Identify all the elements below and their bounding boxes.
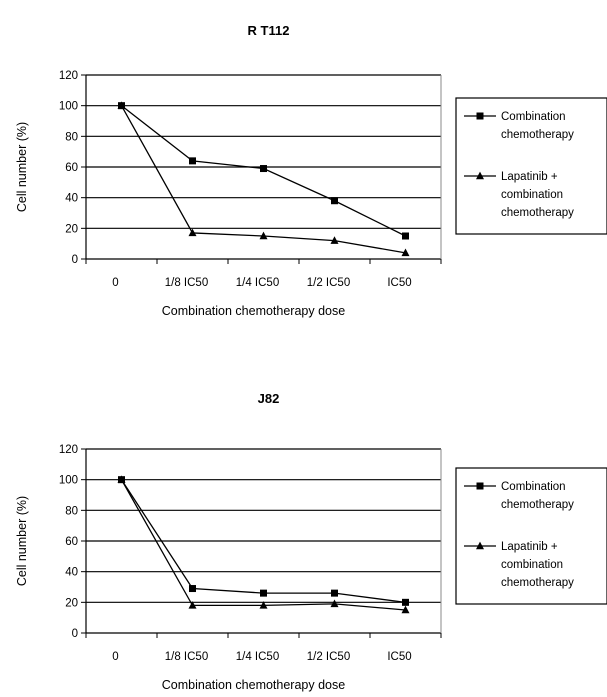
y-tick-label: 80 bbox=[65, 131, 78, 143]
y-tick-label: 100 bbox=[59, 101, 78, 113]
y-tick-label: 0 bbox=[72, 628, 78, 640]
y-tick-label: 60 bbox=[65, 162, 78, 174]
x-tick-label: 0 bbox=[112, 277, 118, 289]
data-point bbox=[259, 231, 268, 240]
legend-label: Combination chemotherapy bbox=[501, 481, 574, 511]
y-tick-label: 120 bbox=[59, 70, 78, 82]
chart-title: R T112 bbox=[248, 23, 290, 38]
y-axis-title: Cell number (%) bbox=[15, 496, 29, 586]
series-line-1 bbox=[120, 105, 406, 254]
x-tick-label: 1/4 IC50 bbox=[236, 277, 279, 289]
x-tick-label: 1/2 IC50 bbox=[307, 277, 350, 289]
legend: Combination chemotherapy Lapatinib + combin… bbox=[455, 97, 607, 235]
chart-0: R T112 0 20 40 60 80 100 120 0 1/8 IC50 1/4 IC50 1/… bbox=[15, 23, 607, 318]
y-tick-label: 20 bbox=[65, 223, 78, 235]
y-axis-title: Cell number (%) bbox=[15, 122, 29, 212]
data-point bbox=[330, 599, 339, 608]
y-tick-label: 40 bbox=[65, 567, 78, 579]
y-tick-label: 80 bbox=[65, 505, 78, 517]
legend-marker bbox=[476, 112, 484, 120]
data-point bbox=[260, 589, 267, 597]
x-axis-title: Combination chemotherapy dose bbox=[162, 678, 345, 692]
data-point bbox=[401, 605, 410, 614]
data-point bbox=[330, 236, 339, 244]
data-point bbox=[188, 601, 197, 609]
data-point bbox=[331, 197, 338, 205]
data-point bbox=[401, 248, 410, 257]
x-tick-label: 1/2 IC50 bbox=[307, 651, 350, 663]
data-point bbox=[188, 228, 197, 237]
x-tick-label: 0 bbox=[112, 651, 118, 663]
legend-box bbox=[455, 467, 607, 605]
data-point bbox=[260, 165, 267, 173]
data-point bbox=[331, 589, 338, 597]
x-tick-label: 1/8 IC50 bbox=[165, 277, 208, 289]
y-tick-label: 120 bbox=[59, 444, 78, 456]
legend-label: Lapatinib + combination chemotherapy bbox=[501, 171, 574, 219]
y-tick-label: 40 bbox=[65, 193, 78, 205]
data-point bbox=[402, 598, 409, 606]
data-point bbox=[259, 601, 268, 609]
y-tick-label: 60 bbox=[65, 536, 78, 548]
chart-title: J82 bbox=[258, 391, 280, 406]
legend-marker bbox=[476, 171, 484, 180]
legend: Combination chemotherapy Lapatinib + combin… bbox=[455, 467, 607, 605]
data-point bbox=[117, 475, 126, 483]
data-point bbox=[189, 585, 196, 593]
legend-label: Lapatinib + combination chemotherapy bbox=[501, 541, 574, 589]
legend-label: Combination chemotherapy bbox=[501, 111, 574, 141]
x-axis-title: Combination chemotherapy dose bbox=[162, 304, 345, 318]
x-tick-label: IC50 bbox=[387, 651, 411, 663]
x-tick-label: IC50 bbox=[387, 277, 411, 289]
y-tick-label: 0 bbox=[72, 254, 78, 266]
data-point bbox=[117, 101, 126, 109]
data-point bbox=[189, 157, 196, 165]
legend-marker bbox=[476, 482, 484, 490]
legend-box bbox=[455, 97, 607, 235]
y-tick-label: 100 bbox=[59, 475, 78, 487]
x-tick-label: 1/4 IC50 bbox=[236, 651, 279, 663]
y-tick-label: 20 bbox=[65, 597, 78, 609]
data-point bbox=[402, 232, 409, 240]
chart-1: J82 0 20 40 60 80 100 120 0 1/8 IC50 1/4 IC50 1/2 I… bbox=[15, 391, 607, 692]
x-tick-label: 1/8 IC50 bbox=[165, 651, 208, 663]
legend-marker bbox=[476, 541, 484, 550]
